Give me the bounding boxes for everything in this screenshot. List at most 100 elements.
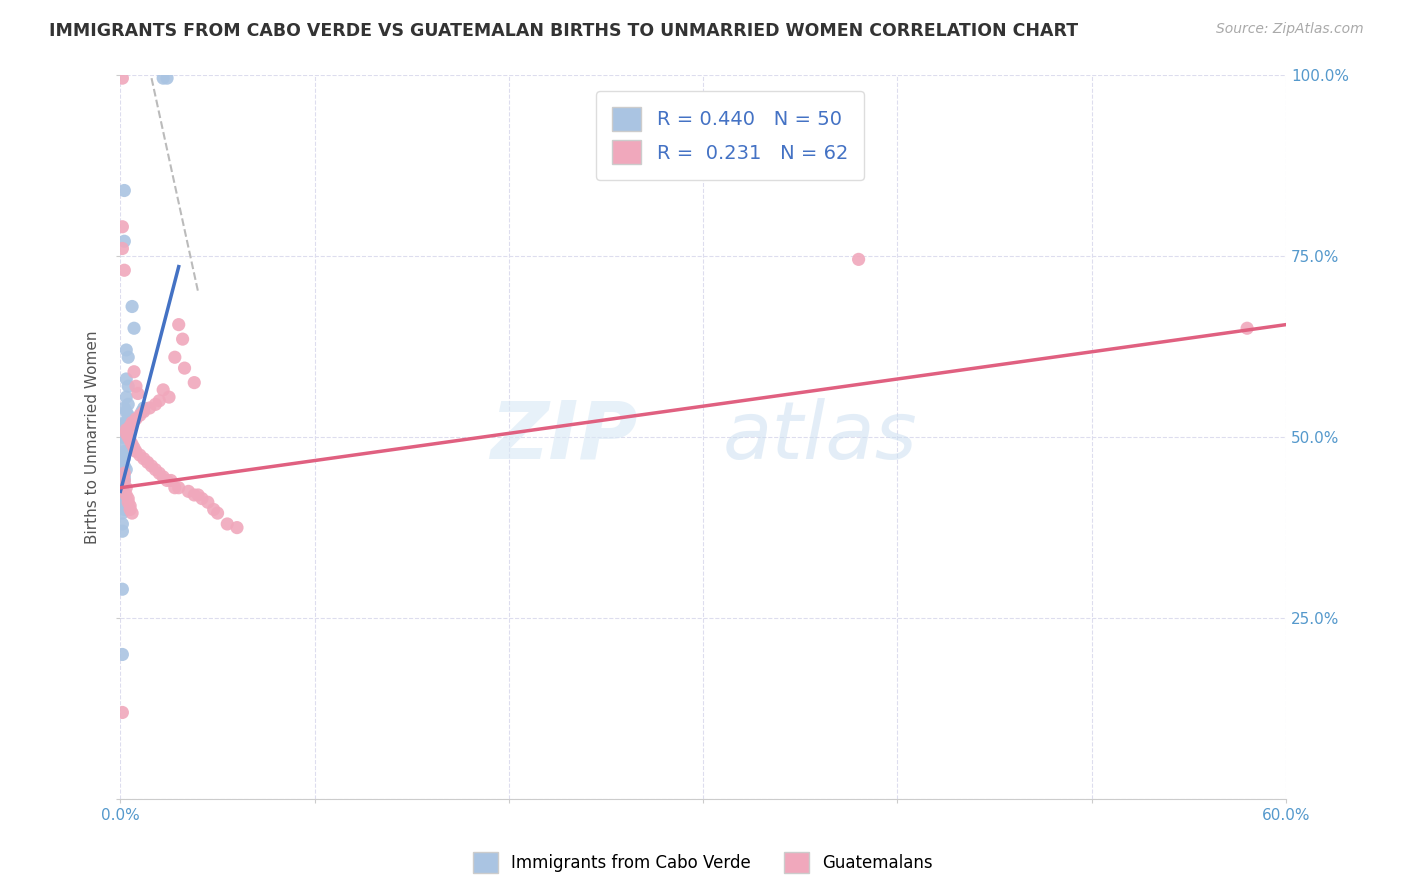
Point <box>128 448 150 462</box>
Point <box>111 706 134 720</box>
Point <box>111 71 134 86</box>
Point <box>111 242 134 256</box>
Point <box>121 416 143 430</box>
Point <box>112 423 135 437</box>
Point <box>141 458 163 473</box>
Point <box>132 451 155 466</box>
Point <box>183 376 205 390</box>
Point <box>112 444 135 458</box>
Point <box>112 401 135 415</box>
Point <box>122 365 145 379</box>
Point <box>156 71 179 86</box>
Point <box>115 423 138 437</box>
Point <box>117 379 139 393</box>
Point <box>117 423 139 437</box>
Point <box>111 524 134 539</box>
Point <box>152 383 174 397</box>
Point <box>115 404 138 418</box>
Point <box>148 393 170 408</box>
Point <box>112 451 135 466</box>
Point <box>187 488 209 502</box>
Point <box>111 481 134 495</box>
Point <box>131 404 153 418</box>
Point <box>112 474 135 488</box>
Point <box>115 462 138 476</box>
Point <box>138 401 160 415</box>
Point <box>163 481 186 495</box>
Point <box>111 462 134 476</box>
Point <box>111 430 134 444</box>
Point <box>115 488 138 502</box>
Point <box>115 372 138 386</box>
Point <box>127 386 149 401</box>
Point <box>111 506 134 520</box>
Point <box>197 495 219 509</box>
Point <box>217 516 239 531</box>
Point <box>117 495 139 509</box>
Point <box>115 426 138 441</box>
Point <box>128 409 150 423</box>
Legend: R = 0.440   N = 50, R =  0.231   N = 62: R = 0.440 N = 50, R = 0.231 N = 62 <box>596 92 863 180</box>
Point <box>111 474 134 488</box>
Point <box>183 488 205 502</box>
Point <box>156 474 179 488</box>
Point <box>177 484 200 499</box>
Point <box>115 416 138 430</box>
Point <box>167 481 190 495</box>
Point <box>117 491 139 506</box>
Point <box>163 350 186 364</box>
Point <box>226 520 249 534</box>
Point <box>111 219 134 234</box>
Point <box>125 379 148 393</box>
Point <box>111 491 134 506</box>
Point <box>117 409 139 423</box>
Y-axis label: Births to Unmarried Women: Births to Unmarried Women <box>86 330 100 544</box>
Point <box>125 444 148 458</box>
Point <box>111 516 134 531</box>
Text: ZIP: ZIP <box>489 398 637 476</box>
Point <box>112 474 135 488</box>
Point <box>173 361 195 376</box>
Point <box>117 430 139 444</box>
Point <box>115 423 138 437</box>
Point <box>160 474 183 488</box>
Point <box>167 318 190 332</box>
Point <box>152 71 174 86</box>
Point <box>112 416 135 430</box>
Point <box>148 467 170 481</box>
Point <box>112 470 135 484</box>
Point <box>157 390 180 404</box>
Point <box>145 462 167 476</box>
Point <box>145 397 167 411</box>
Point <box>121 437 143 451</box>
Point <box>136 455 159 469</box>
Point <box>120 502 142 516</box>
Point <box>111 430 134 444</box>
Point <box>122 321 145 335</box>
Point <box>120 434 142 448</box>
Point <box>112 467 135 481</box>
Text: atlas: atlas <box>723 398 917 476</box>
Point <box>132 401 155 415</box>
Point <box>112 263 135 277</box>
Point <box>112 458 135 473</box>
Point <box>112 430 135 444</box>
Point <box>120 499 142 513</box>
Point <box>111 448 134 462</box>
Point <box>115 426 138 441</box>
Point <box>111 648 134 662</box>
Point <box>202 502 225 516</box>
Text: IMMIGRANTS FROM CABO VERDE VS GUATEMALAN BIRTHS TO UNMARRIED WOMEN CORRELATION C: IMMIGRANTS FROM CABO VERDE VS GUATEMALAN… <box>49 22 1078 40</box>
Legend: Immigrants from Cabo Verde, Guatemalans: Immigrants from Cabo Verde, Guatemalans <box>467 846 939 880</box>
Point <box>207 506 229 520</box>
Point <box>1236 321 1258 335</box>
Point <box>115 481 138 495</box>
Point <box>115 390 138 404</box>
Point <box>111 582 134 597</box>
Point <box>111 495 134 509</box>
Point <box>112 502 135 516</box>
Point <box>121 506 143 520</box>
Point <box>848 252 870 267</box>
Point <box>111 455 134 469</box>
Point <box>120 419 142 434</box>
